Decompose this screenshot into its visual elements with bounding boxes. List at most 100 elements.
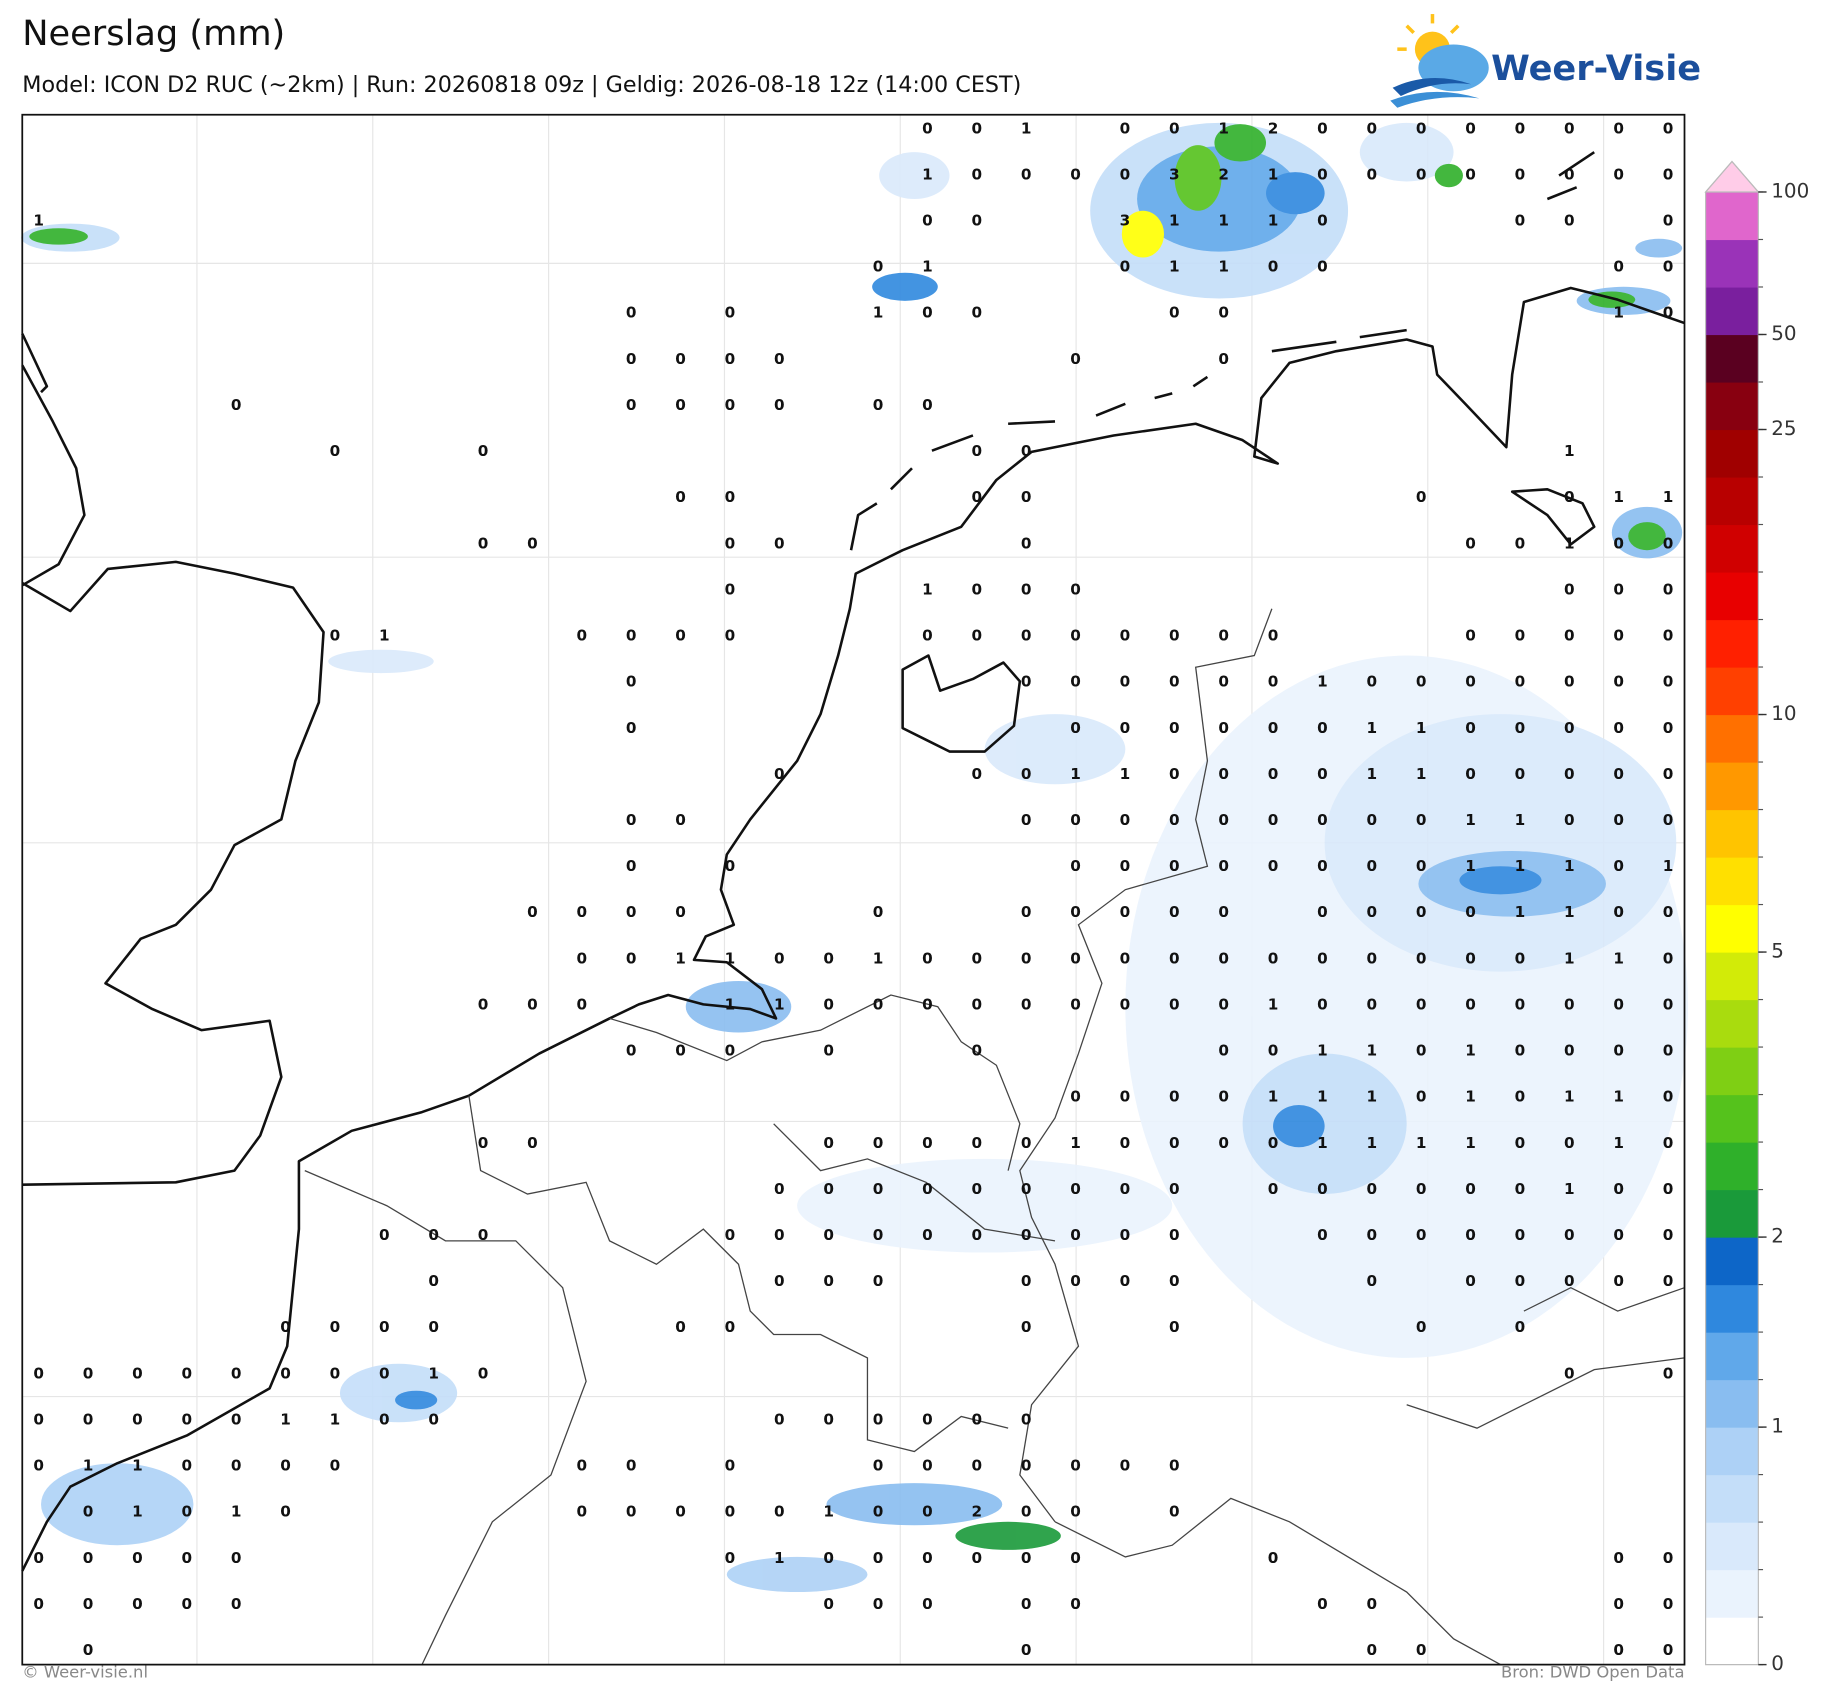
value-label: 0 [1663, 304, 1674, 322]
colorbar-segment [1705, 286, 1759, 336]
value-label: 0 [1515, 765, 1526, 783]
value-labels: 0 0 1 0 0 1 2 0 0 0 0 0 0 0 0 1 0 0 0 0 3 2 1 0 0 0 0 0 0 0 0 1 0 0 3 1 1 1 0 0… [33, 119, 1673, 1659]
value-label: 0 [1169, 1272, 1180, 1290]
value-label: 0 [1367, 1272, 1378, 1290]
value-label: 0 [774, 1180, 785, 1198]
colorbar-segment [1705, 1617, 1759, 1666]
value-label: 1 [1317, 1134, 1328, 1152]
colorbar-segment [1705, 572, 1759, 621]
value-label: 0 [1663, 1134, 1674, 1152]
value-label: 1 [1317, 1042, 1328, 1060]
value-label: 0 [823, 949, 834, 967]
value-label: 0 [1268, 857, 1279, 875]
value-label: 0 [231, 1595, 242, 1613]
value-label: 1 [379, 627, 390, 645]
value-label: 0 [774, 765, 785, 783]
colorbar-segment [1705, 1189, 1759, 1238]
colorbar-segment [1705, 1569, 1759, 1618]
value-label: 0 [330, 442, 341, 460]
value-label: 0 [577, 627, 588, 645]
value-label: 1 [1070, 1134, 1081, 1152]
value-label: 0 [1416, 1042, 1427, 1060]
value-label: 0 [1663, 119, 1674, 137]
colorbar-segment [1705, 667, 1759, 716]
colorbar-segment [1705, 904, 1759, 953]
title: Neerslag (mm) [22, 13, 285, 54]
value-label: 0 [873, 1226, 884, 1244]
precipitation-fields [21, 122, 1689, 1593]
value-label: 0 [1070, 673, 1081, 691]
value-label: 0 [1515, 1134, 1526, 1152]
value-label: 0 [1070, 580, 1081, 598]
value-label: 0 [1317, 258, 1328, 276]
value-label: 0 [1416, 1180, 1427, 1198]
value-label: 0 [379, 1226, 390, 1244]
value-label: 0 [675, 1318, 686, 1336]
value-label: 0 [1564, 1226, 1575, 1244]
value-label: 0 [1169, 304, 1180, 322]
value-label: 0 [725, 1457, 736, 1475]
value-label: 0 [1613, 1226, 1624, 1244]
value-label: 0 [725, 580, 736, 598]
value-label: 0 [1515, 719, 1526, 737]
value-label: 0 [1613, 673, 1624, 691]
value-label: 0 [1070, 995, 1081, 1013]
value-label: 0 [1021, 1226, 1032, 1244]
value-label: 1 [1515, 857, 1526, 875]
colorbar-label: 10 [1771, 702, 1796, 725]
value-label: 0 [972, 949, 983, 967]
value-label: 0 [922, 1503, 933, 1521]
value-label: 0 [1515, 1042, 1526, 1060]
value-label: 0 [1663, 1641, 1674, 1659]
value-label: 0 [83, 1503, 94, 1521]
value-label: 0 [1120, 719, 1131, 737]
value-label: 1 [1564, 534, 1575, 552]
value-label: 0 [626, 1042, 637, 1060]
value-label: 1 [1564, 903, 1575, 921]
value-label: 0 [1416, 1641, 1427, 1659]
value-label: 0 [972, 1180, 983, 1198]
value-label: 0 [1317, 1595, 1328, 1613]
value-label: 0 [1169, 1180, 1180, 1198]
value-label: 0 [231, 1549, 242, 1567]
value-label: 0 [478, 1364, 489, 1382]
value-label: 0 [1663, 1364, 1674, 1382]
value-label: 0 [1367, 1641, 1378, 1659]
value-label: 0 [873, 1180, 884, 1198]
value-label: 0 [1613, 1641, 1624, 1659]
value-label: 0 [1613, 811, 1624, 829]
value-label: 1 [1268, 995, 1279, 1013]
value-label: 0 [1070, 1088, 1081, 1106]
value-label: 0 [873, 995, 884, 1013]
value-label: 0 [725, 350, 736, 368]
value-label: 0 [1465, 1272, 1476, 1290]
value-label: 0 [1218, 811, 1229, 829]
value-label: 0 [1268, 673, 1279, 691]
value-label: 1 [1465, 1042, 1476, 1060]
value-label: 0 [83, 1549, 94, 1567]
value-label: 0 [1564, 765, 1575, 783]
value-label: 0 [1070, 1595, 1081, 1613]
value-label: 0 [873, 1595, 884, 1613]
value-label: 1 [280, 1410, 291, 1428]
value-label: 0 [1416, 165, 1427, 183]
value-label: 1 [132, 1503, 143, 1521]
value-label: 0 [1515, 995, 1526, 1013]
value-label: 0 [774, 949, 785, 967]
colorbar-segment [1705, 1474, 1759, 1523]
value-label: 0 [972, 442, 983, 460]
value-label: 0 [1021, 949, 1032, 967]
value-label: 0 [1120, 258, 1131, 276]
value-label: 1 [1465, 1134, 1476, 1152]
value-label: 0 [1515, 627, 1526, 645]
value-label: 0 [132, 1595, 143, 1613]
value-label: 1 [1613, 488, 1624, 506]
colorbar-segment [1705, 1284, 1759, 1333]
value-label: 0 [626, 1457, 637, 1475]
value-label: 1 [823, 1503, 834, 1521]
value-label: 0 [182, 1457, 193, 1475]
value-label: 0 [823, 1180, 834, 1198]
value-label: 0 [1613, 719, 1624, 737]
value-label: 0 [1465, 627, 1476, 645]
value-label: 0 [1367, 811, 1378, 829]
